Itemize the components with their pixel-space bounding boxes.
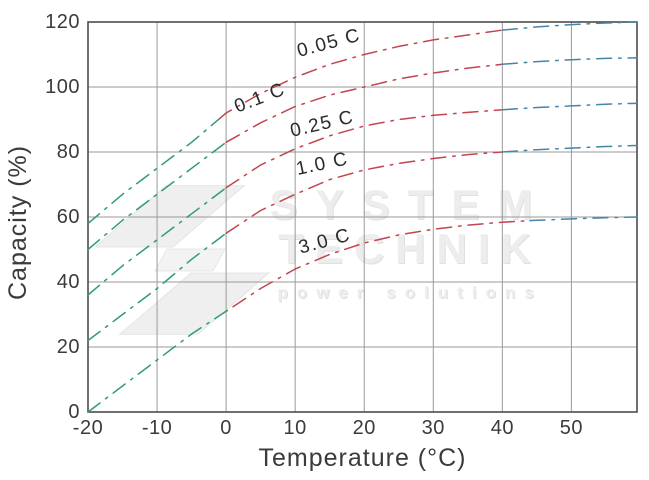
- watermark-line1: SYSTEM: [269, 181, 551, 228]
- watermark: SYSTEM TECHNIK power solutions: [268, 183, 552, 303]
- x-tick-label: 40: [490, 417, 514, 439]
- curve-0.25c: [225, 109, 504, 189]
- y-tick-label: 120: [45, 11, 80, 33]
- curve-label-0.05c: 0.05 C: [295, 25, 363, 62]
- watermark-logo-swoosh: [95, 185, 271, 335]
- y-tick-label: 100: [45, 76, 80, 98]
- x-axis-title: Temperature (°C): [258, 444, 467, 472]
- x-tick-label: 0: [220, 417, 232, 439]
- watermark-line2: TECHNIK: [278, 225, 542, 272]
- x-tick-label: -20: [72, 417, 104, 439]
- x-tick-label: 20: [352, 417, 376, 439]
- x-tick-label: -10: [141, 417, 173, 439]
- x-tick-label: 10: [283, 417, 307, 439]
- curve-1.0c: [225, 151, 504, 235]
- y-tick-label: 60: [56, 206, 80, 228]
- curve-0.1c: [501, 57, 638, 66]
- curve-0.05c: [501, 21, 638, 31]
- curve-label-1.0c: 1.0 C: [294, 148, 350, 180]
- curve-0.1c: [225, 63, 504, 144]
- watermark-line3: power solutions: [277, 283, 543, 302]
- curve-0.05c: [218, 29, 504, 120]
- x-tick-label: 50: [559, 417, 584, 439]
- curve-label-0.1c: 0.1 C: [232, 79, 289, 118]
- curve-0.25c: [501, 102, 638, 111]
- curve-3.0c: [529, 216, 638, 222]
- y-tick-label: 80: [56, 141, 80, 163]
- curve-3.0c: [87, 305, 234, 413]
- y-tick-label: 20: [56, 336, 80, 358]
- curve-label-0.25c: 0.25 C: [288, 107, 356, 142]
- curve-3.0c: [232, 219, 531, 308]
- x-tick-label: 30: [421, 417, 445, 439]
- y-tick-label: 0: [68, 401, 80, 423]
- y-tick-label: 40: [56, 271, 80, 293]
- curve-1.0c: [87, 232, 227, 342]
- curve-label-3.0c: 3.0 C: [297, 225, 354, 259]
- curve-1.0c: [501, 144, 638, 153]
